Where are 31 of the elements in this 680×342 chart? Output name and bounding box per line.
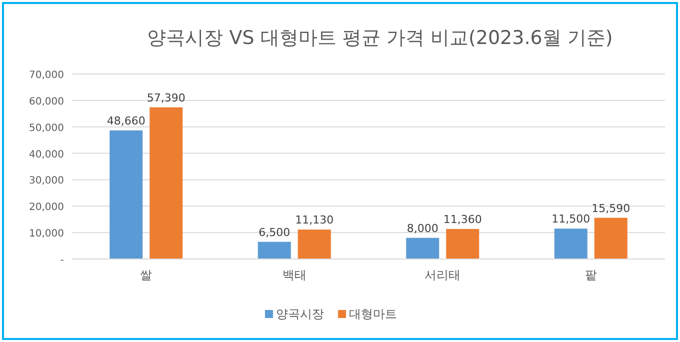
bar — [298, 230, 331, 259]
bar — [446, 228, 480, 259]
y-tick-label: 20,000 — [29, 202, 64, 214]
x-tick-label: 쌀 — [140, 268, 152, 282]
data-label: 8,000 — [406, 222, 438, 235]
bar — [594, 218, 628, 259]
x-tick-label: 백태 — [282, 268, 306, 282]
data-label: 48,660 — [106, 114, 146, 128]
data-label: 57,390 — [146, 91, 186, 104]
y-tick-label: 60,000 — [29, 96, 64, 108]
x-tick-label: 서리태 — [424, 268, 461, 282]
bar — [406, 238, 440, 259]
data-label: 11,130 — [295, 214, 334, 227]
y-tick-label: 30,000 — [29, 176, 64, 187]
y-tick-label: - — [60, 255, 64, 266]
x-tick-label: 팥 — [584, 268, 597, 282]
bar — [110, 130, 143, 259]
y-tick-label: 10,000 — [29, 228, 64, 240]
y-tick-label: 50,000 — [29, 122, 64, 134]
data-label: 11,500 — [552, 212, 590, 226]
y-tick-label: 40,000 — [29, 149, 64, 160]
bar — [150, 107, 183, 259]
legend-label: 양곡시장 — [276, 307, 324, 321]
bar — [258, 242, 291, 259]
y-tick-label: 70,000 — [29, 70, 64, 81]
bar — [554, 228, 588, 259]
data-label: 11,360 — [443, 212, 482, 226]
data-label: 15,590 — [592, 202, 630, 215]
legend-label: 대형마트 — [349, 307, 397, 321]
chart-title: 양곡시장 VS 대형마트 평균 가격 비교(2023.6월 기준) — [147, 27, 613, 49]
data-label: 6,500 — [258, 226, 290, 239]
